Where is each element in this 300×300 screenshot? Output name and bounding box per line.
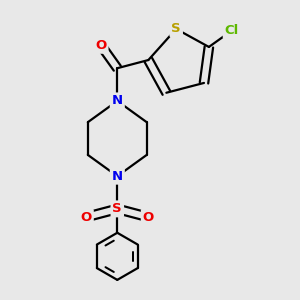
Text: Cl: Cl xyxy=(225,24,239,37)
Text: S: S xyxy=(171,22,181,35)
Text: N: N xyxy=(112,170,123,183)
Text: S: S xyxy=(112,202,122,215)
Text: N: N xyxy=(112,94,123,107)
Text: O: O xyxy=(81,211,92,224)
Text: O: O xyxy=(143,211,154,224)
Text: O: O xyxy=(95,39,106,52)
